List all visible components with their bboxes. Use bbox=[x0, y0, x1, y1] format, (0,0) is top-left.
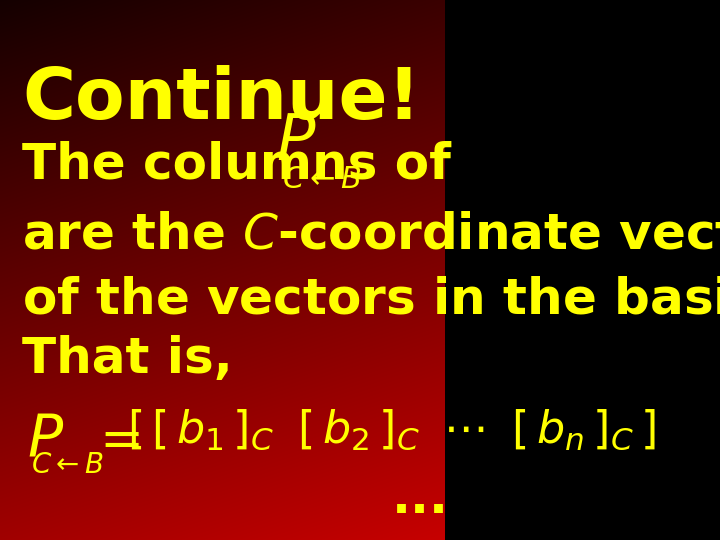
Text: are the $\mathit{C}$-coordinate vectors: are the $\mathit{C}$-coordinate vectors bbox=[22, 211, 720, 259]
Text: The columns of: The columns of bbox=[22, 140, 451, 188]
Text: ...: ... bbox=[392, 475, 449, 523]
Text: $P$: $P$ bbox=[27, 410, 64, 468]
Text: $P$: $P$ bbox=[276, 111, 316, 173]
Text: $\left[\, [\,b_1\,]_C \;\; [\,b_2\,]_C \;\; \cdots \;\; [\,b_n\,]_C \,\right]$: $\left[\, [\,b_1\,]_C \;\; [\,b_2\,]_C \… bbox=[127, 408, 656, 452]
Text: $C\leftarrow B$: $C\leftarrow B$ bbox=[282, 165, 362, 194]
Text: of the vectors in the basis $\mathit{B}$.: of the vectors in the basis $\mathit{B}$… bbox=[22, 275, 720, 323]
Text: $=$: $=$ bbox=[89, 413, 140, 465]
Text: Continue!: Continue! bbox=[22, 65, 420, 134]
Text: That is,: That is, bbox=[22, 335, 233, 383]
Text: $C\leftarrow B$: $C\leftarrow B$ bbox=[31, 451, 104, 479]
